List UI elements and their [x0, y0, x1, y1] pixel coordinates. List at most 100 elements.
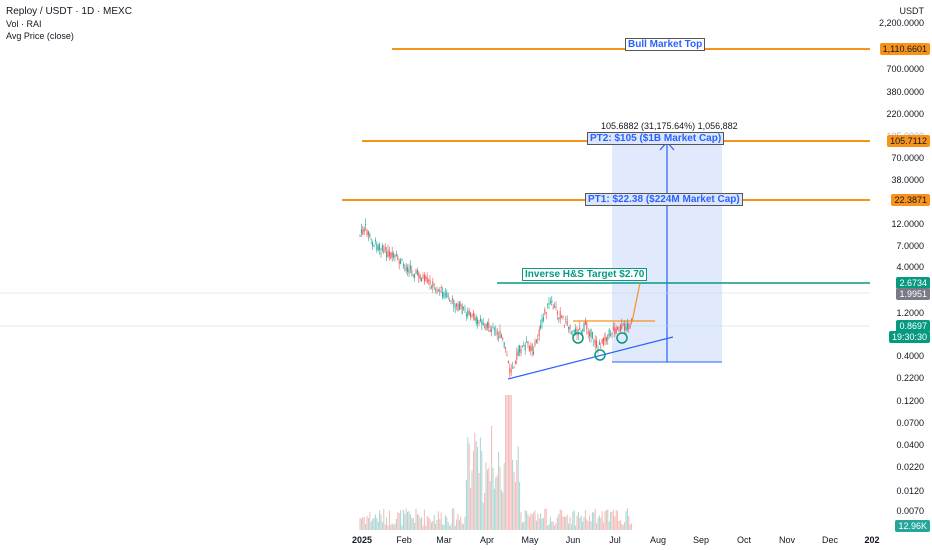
price-label: 70.0000 — [891, 153, 924, 163]
candle-body — [394, 255, 396, 258]
volume-tag: 12.96K — [895, 520, 930, 532]
candle-body — [562, 316, 564, 318]
volume-bar — [530, 513, 532, 530]
candle-body — [605, 337, 607, 342]
volume-bar — [562, 516, 564, 530]
price-label: 380.0000 — [886, 87, 924, 97]
price-label: 0.4000 — [896, 351, 924, 361]
volume-bar — [474, 432, 476, 530]
volume-bar — [554, 525, 556, 530]
volume-bar — [388, 510, 390, 530]
volume-bar — [618, 521, 620, 530]
bull-market-top-label[interactable]: Bull Market Top — [625, 38, 706, 51]
volume-bar — [446, 517, 448, 530]
volume-bar — [558, 513, 560, 530]
volume-bar — [535, 520, 537, 530]
volume-bar — [569, 517, 571, 530]
volume-bar — [478, 473, 480, 530]
volume-bar — [380, 514, 382, 530]
candle-body — [409, 265, 411, 270]
volume-bar — [523, 521, 525, 530]
candle-body — [460, 304, 462, 307]
candle-body — [374, 240, 376, 242]
volume-bar — [527, 514, 529, 530]
volume-bar — [465, 480, 467, 530]
volume-bar — [384, 524, 386, 530]
volume-bar — [542, 517, 544, 530]
candle-body — [369, 234, 371, 238]
candle-body — [442, 292, 444, 297]
pt1-price-tag: 22.3871 — [891, 194, 930, 206]
volume-bar — [582, 521, 584, 530]
volume-bar — [402, 509, 404, 530]
volume-bar — [449, 525, 451, 530]
volume-bar — [451, 508, 453, 530]
volume-bar — [470, 487, 472, 530]
volume-bar — [612, 509, 614, 530]
time-label: Aug — [649, 535, 667, 545]
candle-body — [426, 277, 428, 284]
volume-bar — [531, 514, 533, 530]
candle-body — [444, 293, 446, 295]
candle-body — [412, 274, 414, 276]
pt1-label[interactable]: PT1: $22.38 ($224M Market Cap) — [585, 193, 743, 206]
candle-body — [579, 327, 581, 331]
volume-bar — [598, 515, 600, 530]
volume-bar — [610, 512, 612, 530]
candle-body — [423, 274, 425, 282]
volume-bar — [584, 510, 586, 530]
candle-body — [425, 276, 427, 280]
candle-body — [527, 341, 529, 345]
volume-bar — [499, 466, 501, 530]
volume-bar — [479, 437, 481, 530]
candle-body — [468, 310, 470, 315]
volume-bar — [460, 516, 462, 530]
volume-bar — [576, 515, 578, 530]
candle-body — [435, 288, 437, 290]
candle-body — [443, 292, 445, 298]
volume-bar — [407, 511, 409, 530]
candle-body — [512, 367, 514, 369]
volume-bar — [517, 446, 519, 530]
volume-bar — [444, 514, 446, 530]
candle-body — [591, 331, 593, 339]
volume-bar — [422, 525, 424, 530]
candle-body — [556, 311, 558, 315]
price-label: 700.0000 — [886, 64, 924, 74]
price-label: 12.0000 — [891, 219, 924, 229]
volume-bar — [622, 524, 624, 530]
candle-body — [379, 244, 381, 251]
avg-price-indicator-label[interactable]: Avg Price (close) — [6, 31, 74, 41]
volume-bar — [488, 467, 490, 530]
pt2-label[interactable]: PT2: $105 ($1B Market Cap) — [587, 132, 725, 145]
candle-body — [540, 324, 542, 329]
candle-body — [373, 245, 375, 247]
candle-body — [493, 328, 495, 330]
volume-bar — [607, 509, 609, 530]
candle-body — [454, 306, 456, 308]
volume-bar — [489, 480, 491, 530]
hs-target-label[interactable]: Inverse H&S Target $2.70 — [522, 268, 648, 281]
symbol-title[interactable]: Reploy / USDT · 1D · MEXC — [6, 6, 132, 17]
support-trendline — [507, 336, 674, 380]
candle-body — [429, 280, 431, 285]
candle-body — [453, 299, 455, 307]
volume-bar — [621, 524, 623, 530]
candle-body — [513, 367, 515, 369]
candle-body — [380, 252, 382, 254]
candle-body — [612, 327, 614, 330]
volume-indicator-label[interactable]: Vol · RAI — [6, 19, 42, 29]
candle-body — [624, 323, 626, 331]
candle-body — [600, 347, 602, 349]
candle-body — [545, 312, 547, 315]
candle-body — [565, 318, 567, 320]
volume-bar — [500, 489, 502, 530]
candle-body — [519, 345, 521, 353]
volume-bar — [409, 514, 411, 530]
volume-bar — [411, 518, 413, 530]
volume-bar — [370, 521, 372, 530]
volume-bar — [387, 525, 389, 530]
volume-bar — [443, 525, 445, 530]
candle-body — [534, 341, 536, 346]
